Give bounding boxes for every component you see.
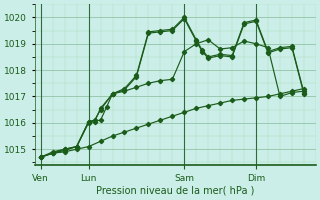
- X-axis label: Pression niveau de la mer( hPa ): Pression niveau de la mer( hPa ): [96, 186, 254, 196]
